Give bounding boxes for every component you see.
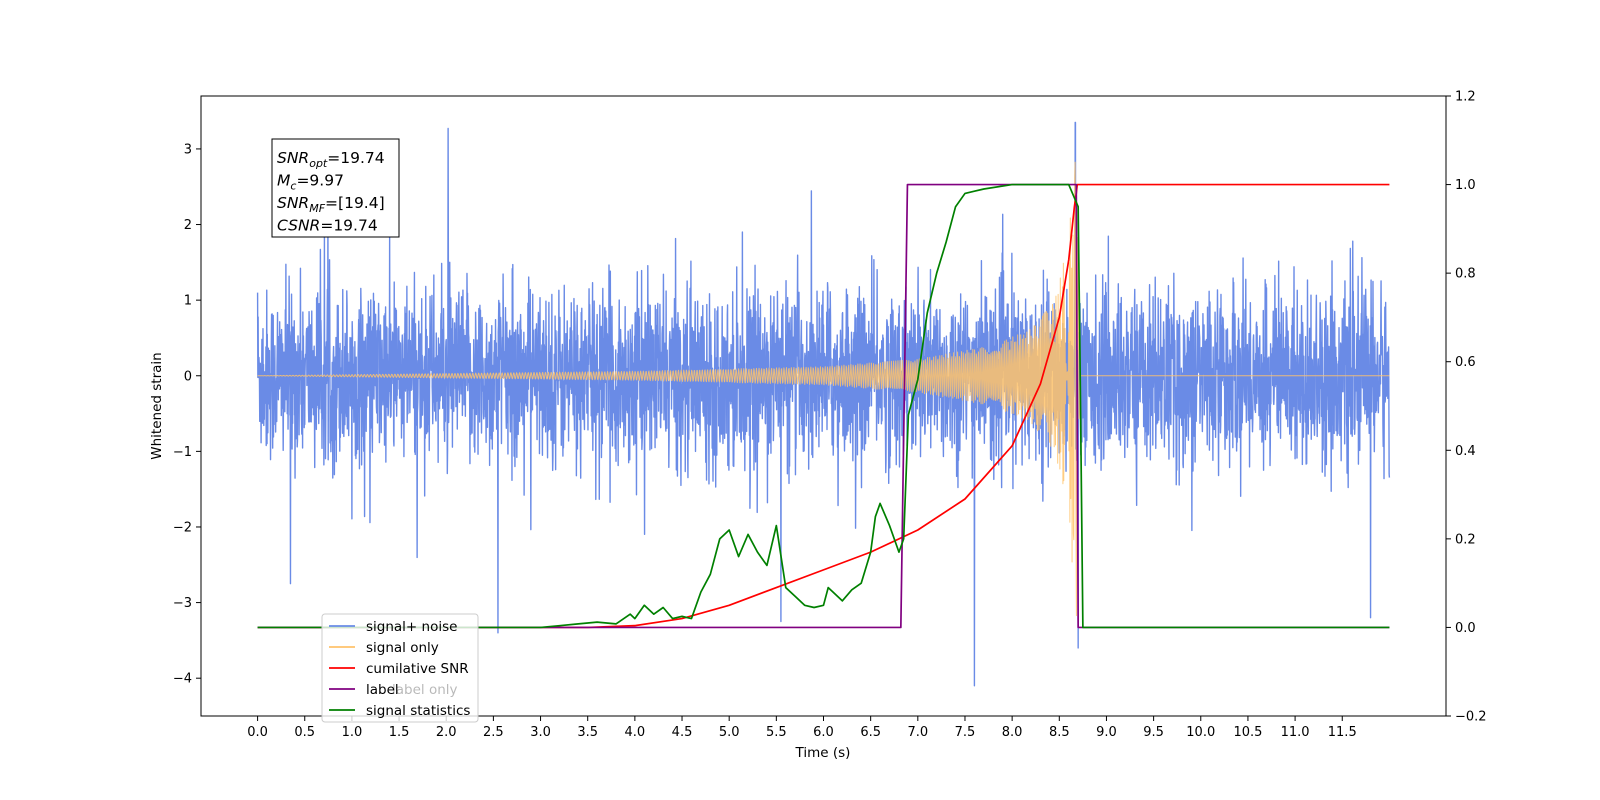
legend-label-signal-noise: signal+ noise [366, 619, 457, 635]
y-right-tick-label: 1.0 [1455, 178, 1476, 193]
x-tick-label: 6.5 [860, 725, 881, 740]
legend: label only signal+ noise signal only cumila… [321, 613, 479, 723]
x-tick-label: 8.5 [1049, 725, 1070, 740]
annotation-line: SNRMF=[19.4] [277, 194, 385, 215]
x-tick-label: 9.0 [1096, 725, 1117, 740]
x-tick-label: 10.5 [1233, 725, 1262, 740]
legend-label-label: label [366, 682, 399, 698]
y-axis-label: Whitened strain [149, 352, 165, 459]
y-right-tick-label: −0.2 [1455, 710, 1487, 725]
y-right-tick-label: 0.4 [1455, 444, 1476, 459]
x-tick-label: 8.0 [1002, 725, 1023, 740]
annotation-line: CSNR=19.74 [277, 217, 378, 235]
annotation-line: Mc=9.97 [277, 172, 344, 193]
series-cumilative-snr-line [257, 183, 1390, 629]
x-tick-label: 4.0 [625, 725, 646, 740]
x-tick-label: 0.0 [247, 725, 268, 740]
legend-frame [321, 613, 479, 723]
legend-label-signal-only: signal only [366, 640, 439, 656]
legend-hidden-text: label only [392, 682, 458, 698]
legend-label-cumilative-snr: cumilative SNR [366, 661, 469, 677]
x-tick-label: 0.5 [294, 725, 315, 740]
y-left-tick-label: 0 [184, 369, 192, 384]
y-left-tick-label: −1 [173, 445, 192, 460]
x-tick-label: 3.5 [577, 725, 598, 740]
series-signal-statistics-line [257, 183, 1390, 629]
x-tick-label: 1.0 [342, 725, 363, 740]
x-tick-label: 2.0 [436, 725, 457, 740]
x-tick-label: 6.0 [813, 725, 834, 740]
y-left-tick-label: 1 [184, 294, 192, 309]
x-tick-label: 7.0 [907, 725, 928, 740]
x-tick-label: 5.5 [766, 725, 787, 740]
x-tick-label: 11.0 [1281, 725, 1310, 740]
y-left-tick-label: 3 [184, 142, 192, 157]
y-right-tick-label: 0.2 [1455, 532, 1476, 547]
x-axis-label: Time (s) [795, 745, 851, 761]
x-tick-label: 7.5 [955, 725, 976, 740]
x-tick-label: 11.5 [1328, 725, 1357, 740]
x-tick-label: 10.0 [1186, 725, 1215, 740]
x-tick-label: 3.0 [530, 725, 551, 740]
y-left-tick-label: 2 [184, 218, 192, 233]
y-right-tick-label: 0.8 [1455, 267, 1476, 282]
y-left-tick-label: −4 [173, 672, 192, 687]
y-left-tick-label: −2 [173, 520, 192, 535]
legend-label-signal-statistics: signal statistics [366, 703, 470, 719]
y-right-tick-label: 0.6 [1455, 355, 1476, 370]
series-signal-only-line [257, 161, 1390, 617]
x-tick-label: 1.5 [389, 725, 410, 740]
x-tick-label: 9.5 [1143, 725, 1164, 740]
x-tick-label: 4.5 [672, 725, 693, 740]
y-left-tick-label: −3 [173, 596, 192, 611]
series-signal-noise-line [256, 121, 1391, 687]
y-right-tick-label: 1.2 [1455, 90, 1476, 105]
annotation-line: SNRopt=19.74 [277, 149, 385, 170]
x-tick-label: 2.5 [483, 725, 504, 740]
y-right-tick-label: 0.0 [1455, 621, 1476, 636]
x-tick-label: 5.0 [719, 725, 740, 740]
